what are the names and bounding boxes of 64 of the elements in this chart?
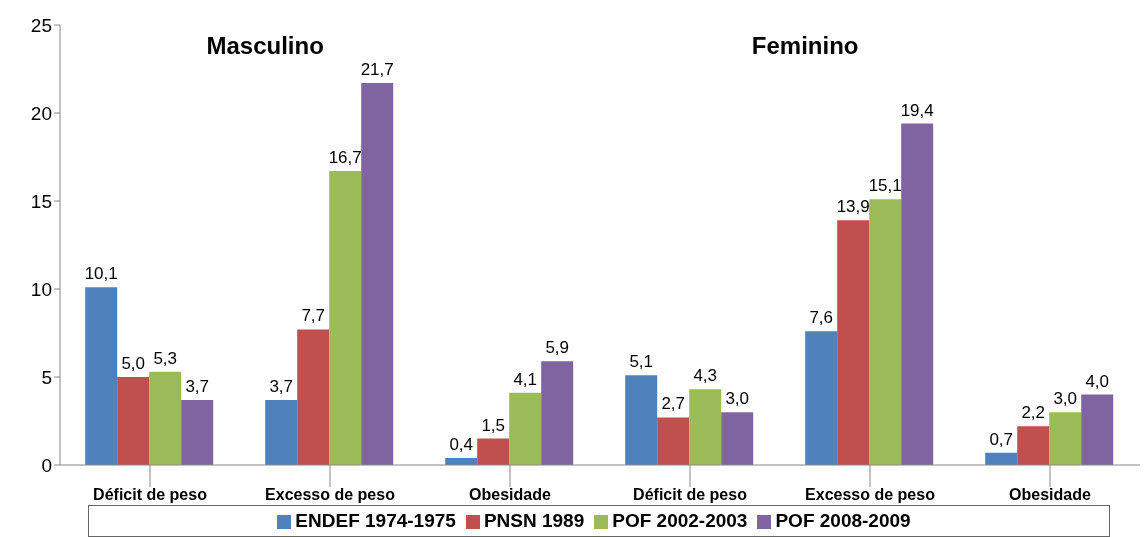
bar bbox=[361, 83, 394, 465]
x-tick-label: Obesidade bbox=[469, 486, 551, 504]
data-label: 3,0 bbox=[1053, 389, 1078, 409]
bar bbox=[181, 399, 214, 465]
x-tick-label: Obesidade bbox=[1009, 486, 1091, 504]
bar bbox=[117, 377, 150, 465]
data-label: 16,7 bbox=[328, 148, 362, 168]
bar bbox=[721, 412, 754, 465]
bar bbox=[625, 375, 658, 465]
y-tick-label: 25 bbox=[30, 14, 52, 36]
bar bbox=[265, 399, 298, 465]
bar bbox=[541, 361, 574, 465]
annotation: Masculino bbox=[205, 32, 325, 60]
data-label: 5,9 bbox=[545, 338, 570, 358]
data-label: 4,1 bbox=[513, 369, 538, 389]
bar bbox=[477, 438, 510, 465]
legend-label: POF 2008-2009 bbox=[775, 510, 911, 531]
data-label: 4,0 bbox=[1085, 371, 1110, 391]
data-label: 4,3 bbox=[693, 366, 718, 386]
y-tick-label: 15 bbox=[30, 190, 52, 212]
y-tick-label: 5 bbox=[41, 366, 52, 388]
y-tick-label: 0 bbox=[41, 454, 52, 476]
data-label: 2,7 bbox=[661, 394, 686, 414]
data-label: 7,6 bbox=[809, 308, 834, 328]
bar bbox=[837, 220, 870, 465]
bar bbox=[149, 371, 182, 465]
bar bbox=[1081, 394, 1114, 465]
annotation: Feminino bbox=[750, 32, 860, 60]
bar bbox=[1017, 426, 1050, 465]
bar bbox=[689, 389, 722, 465]
data-label: 5,3 bbox=[153, 348, 178, 368]
data-label: 10,1 bbox=[84, 264, 118, 284]
bar bbox=[85, 287, 118, 465]
bar bbox=[297, 329, 330, 465]
data-label: 7,7 bbox=[301, 306, 326, 326]
legend-label: PNSN 1989 bbox=[483, 510, 585, 531]
data-label: 15,1 bbox=[868, 176, 902, 196]
bar bbox=[901, 123, 934, 465]
data-label: 19,4 bbox=[900, 100, 934, 120]
legend-label: POF 2002-2003 bbox=[612, 510, 748, 531]
data-label: 13,9 bbox=[836, 197, 870, 217]
bar bbox=[329, 171, 362, 465]
x-tick-label: Déficit de peso bbox=[633, 486, 748, 504]
data-label: 3,0 bbox=[725, 389, 750, 409]
x-tick-label: Excesso de peso bbox=[805, 486, 936, 504]
bar bbox=[657, 417, 690, 465]
bar bbox=[509, 392, 542, 465]
data-label: 5,1 bbox=[629, 352, 654, 372]
data-label: 3,7 bbox=[269, 376, 294, 396]
data-label: 0,4 bbox=[449, 434, 474, 454]
data-label: 2,2 bbox=[1021, 403, 1046, 423]
x-tick-label: Déficit de peso bbox=[93, 486, 208, 504]
y-tick-label: 10 bbox=[30, 278, 52, 300]
x-tick-label: Excesso de peso bbox=[265, 486, 396, 504]
bar bbox=[869, 199, 902, 465]
data-label: 3,7 bbox=[185, 376, 210, 396]
legend-label: ENDEF 1974-1975 bbox=[295, 510, 456, 531]
y-tick-label: 20 bbox=[30, 102, 52, 124]
data-label: 5,0 bbox=[121, 354, 146, 373]
data-label: 0,7 bbox=[989, 429, 1014, 449]
bar bbox=[1049, 412, 1082, 465]
bar bbox=[805, 331, 838, 465]
data-label: 1,5 bbox=[481, 415, 506, 435]
data-label: 21,7 bbox=[360, 60, 394, 80]
